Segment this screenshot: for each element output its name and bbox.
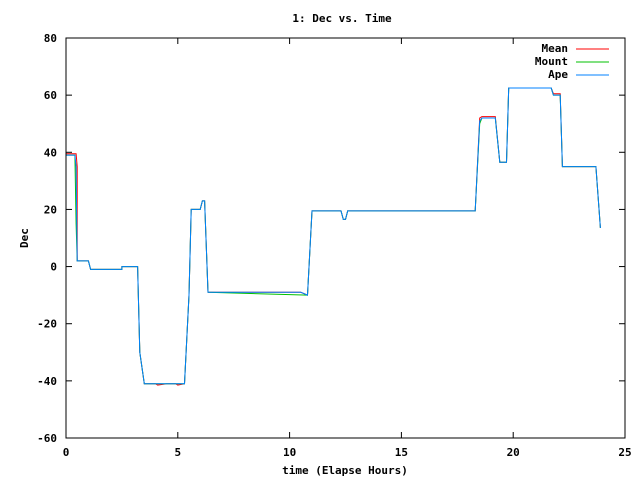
y-tick-label-7: 80 xyxy=(44,32,57,45)
legend-label-ape: Ape xyxy=(548,68,568,81)
y-tick-label-0: -60 xyxy=(37,432,57,445)
y-tick-label-5: 40 xyxy=(44,146,57,159)
x-tick-label-5: 25 xyxy=(618,446,631,459)
legend-label-mount: Mount xyxy=(535,55,568,68)
x-tick-label-4: 20 xyxy=(507,446,520,459)
y-axis-label: Dec xyxy=(18,228,31,248)
series-lines xyxy=(66,87,601,386)
series-line-ape xyxy=(66,87,601,385)
y-tick-label-2: -20 xyxy=(37,318,57,331)
axes: 0 5 10 15 20 25 -60 -40 -20 0 20 40 60 80 xyxy=(37,32,632,459)
x-tick-label-1: 5 xyxy=(174,446,181,459)
chart-title: 1: Dec vs. Time xyxy=(292,12,392,25)
series-line-mount xyxy=(66,87,601,385)
x-tick-label-3: 15 xyxy=(395,446,408,459)
y-tick-label-1: -40 xyxy=(37,375,57,388)
y-tick-label-3: 0 xyxy=(50,261,57,274)
plot-frame xyxy=(65,37,626,439)
y-tick-label-4: 20 xyxy=(44,203,57,216)
x-tick-label-2: 10 xyxy=(283,446,296,459)
legend-label-mean: Mean xyxy=(542,42,569,55)
series-line-mean xyxy=(66,87,601,386)
y-tick-label-6: 60 xyxy=(44,89,57,102)
x-axis-label: time (Elapse Hours) xyxy=(282,464,408,477)
x-tick-label-0: 0 xyxy=(63,446,70,459)
